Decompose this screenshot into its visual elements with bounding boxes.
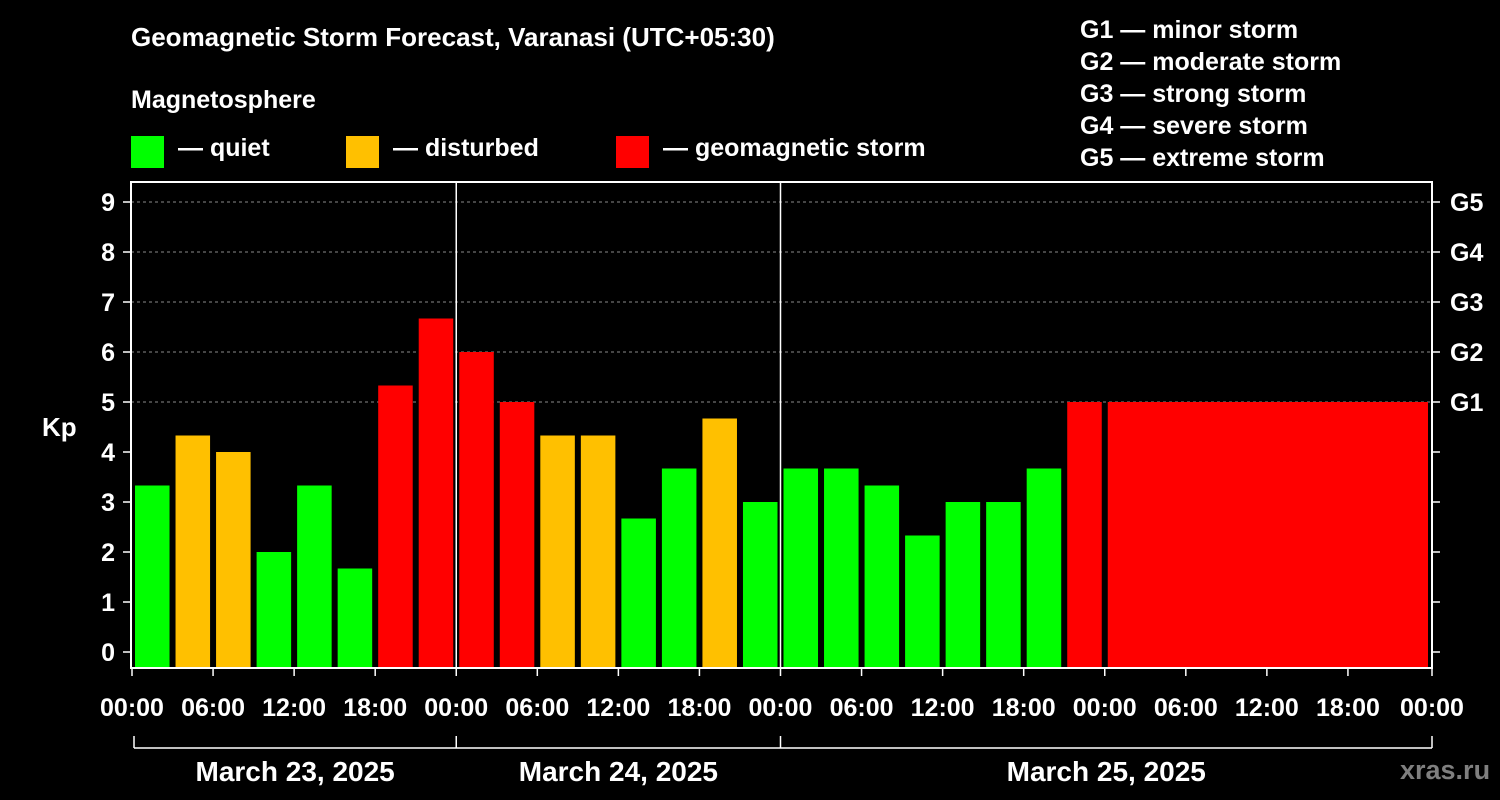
bar: [216, 452, 251, 668]
bar: [297, 485, 332, 668]
legend-swatch-storm: [616, 136, 649, 168]
legend-swatch-disturbed: [346, 136, 379, 168]
y-tick-label: 9: [101, 189, 115, 217]
bar: [702, 418, 737, 668]
x-tick-label: 00:00: [100, 694, 164, 722]
bar: [135, 485, 170, 668]
x-tick-label: 06:00: [1154, 694, 1218, 722]
storm-scale-g1: G1 — minor storm: [1080, 16, 1299, 44]
watermark: xras.ru: [1400, 755, 1491, 785]
legend-label-disturbed: — disturbed: [393, 134, 539, 162]
x-tick-label: 00:00: [749, 694, 813, 722]
g-scale-label: G1: [1450, 389, 1483, 417]
date-label: March 25, 2025: [1007, 756, 1206, 787]
y-tick-label: 2: [101, 539, 115, 567]
y-tick-label: 5: [101, 389, 115, 417]
x-tick-label: 00:00: [1073, 694, 1137, 722]
storm-scale-g3: G3 — strong storm: [1080, 80, 1307, 108]
x-tick-label: 06:00: [505, 694, 569, 722]
x-tick-label: 00:00: [424, 694, 488, 722]
y-axis-label: Kp: [42, 412, 77, 442]
bar: [864, 485, 900, 668]
bar: [540, 435, 575, 668]
storm-scale-g4: G4 — severe storm: [1080, 112, 1308, 140]
date-label: March 23, 2025: [196, 756, 395, 787]
bar: [1067, 402, 1102, 668]
x-tick-label: 12:00: [1235, 694, 1299, 722]
plot-frame: [130, 181, 1433, 669]
bar: [986, 502, 1021, 668]
bar: [418, 318, 454, 668]
bar: [459, 352, 494, 668]
y-tick-label: 0: [101, 639, 115, 667]
x-tick-label: 12:00: [586, 694, 650, 722]
x-tick-label: 18:00: [1316, 694, 1380, 722]
bar: [1026, 468, 1062, 668]
y-tick-label: 8: [101, 239, 115, 267]
bar: [783, 468, 819, 668]
legend-subtitle: Magnetosphere: [131, 86, 316, 114]
g-scale-label: G4: [1450, 239, 1483, 267]
bar: [661, 468, 697, 668]
x-tick-label: 18:00: [992, 694, 1056, 722]
bar: [621, 518, 656, 668]
bar: [824, 468, 859, 668]
bar: [175, 435, 211, 668]
bar: [742, 502, 778, 668]
bar: [378, 385, 413, 668]
x-tick-label: 00:00: [1400, 694, 1464, 722]
y-tick-label: 7: [101, 289, 115, 317]
x-tick-label: 18:00: [667, 694, 731, 722]
legend-swatch-quiet: [131, 136, 164, 168]
bar: [580, 435, 616, 668]
y-tick-label: 4: [101, 439, 115, 467]
storm-scale-legend: G1 — minor storm G2 — moderate storm G3 …: [1080, 14, 1341, 174]
bar: [945, 502, 981, 668]
y-tick-label: 6: [101, 339, 115, 367]
storm-scale-g5: G5 — extreme storm: [1080, 144, 1325, 172]
chart-title: Geomagnetic Storm Forecast, Varanasi (UT…: [131, 22, 775, 52]
legend-label-storm: — geomagnetic storm: [663, 134, 926, 162]
x-tick-label: 12:00: [262, 694, 326, 722]
storm-scale-g2: G2 — moderate storm: [1080, 48, 1342, 76]
x-tick-label: 12:00: [911, 694, 975, 722]
g-scale-label: G5: [1450, 189, 1483, 217]
bar: [499, 402, 535, 668]
y-tick-label: 3: [101, 489, 115, 517]
bar: [337, 568, 373, 668]
bar: [905, 535, 940, 668]
legend-label-quiet: — quiet: [178, 134, 270, 162]
x-tick-label: 06:00: [830, 694, 894, 722]
bar: [256, 552, 292, 668]
g-scale-label: G2: [1450, 339, 1483, 367]
x-tick-label: 06:00: [181, 694, 245, 722]
g-scale-label: G3: [1450, 289, 1483, 317]
date-label: March 24, 2025: [519, 756, 718, 787]
bar: [1107, 402, 1428, 668]
x-tick-label: 18:00: [343, 694, 407, 722]
y-tick-label: 1: [101, 589, 115, 617]
